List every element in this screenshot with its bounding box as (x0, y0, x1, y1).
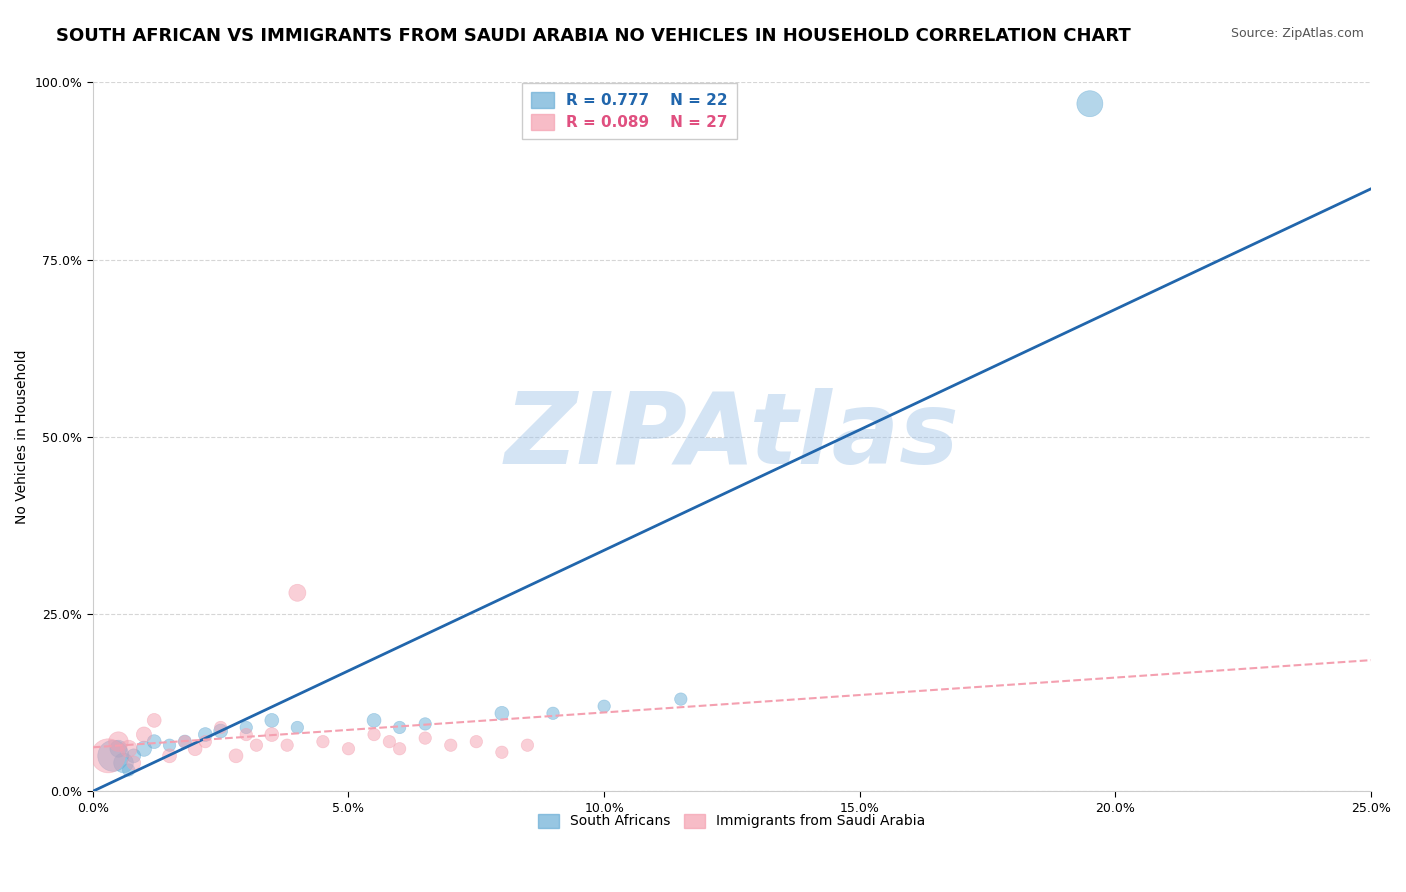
Point (143, 734, 166, 748)
Point (516, 738, 538, 752)
Point (413, 717, 436, 731)
Point (363, 727, 385, 741)
Point (132, 741, 155, 756)
Point (117, 741, 139, 756)
Point (209, 724, 232, 739)
Point (541, 706, 564, 721)
Point (388, 721, 411, 735)
Text: Source: ZipAtlas.com: Source: ZipAtlas.com (1230, 27, 1364, 40)
Point (159, 748, 181, 763)
Point (312, 734, 335, 748)
Point (363, 714, 385, 728)
Point (235, 721, 257, 735)
Y-axis label: No Vehicles in Household: No Vehicles in Household (15, 350, 30, 524)
Point (173, 734, 195, 748)
Point (159, 738, 181, 752)
Point (491, 745, 513, 759)
Point (173, 734, 195, 748)
Point (491, 706, 513, 721)
Legend: South Africans, Immigrants from Saudi Arabia: South Africans, Immigrants from Saudi Ar… (533, 808, 931, 834)
Point (209, 721, 232, 735)
Point (112, 756, 135, 770)
Point (194, 727, 217, 741)
Point (107, 741, 129, 756)
Point (276, 738, 298, 752)
Point (465, 734, 488, 748)
Point (440, 738, 463, 752)
Point (669, 692, 692, 706)
Point (143, 714, 166, 728)
Point (260, 714, 283, 728)
Point (388, 741, 411, 756)
Point (194, 734, 217, 748)
Point (413, 731, 436, 745)
Point (107, 734, 129, 748)
Point (117, 763, 139, 777)
Point (1078, 96, 1101, 111)
Point (184, 741, 207, 756)
Point (235, 727, 257, 741)
Point (285, 721, 308, 735)
Point (260, 727, 283, 741)
Text: SOUTH AFRICAN VS IMMIGRANTS FROM SAUDI ARABIA NO VEHICLES IN HOUSEHOLD CORRELATI: SOUTH AFRICAN VS IMMIGRANTS FROM SAUDI A… (56, 27, 1130, 45)
Point (285, 586, 308, 600)
Point (378, 734, 401, 748)
Point (122, 748, 145, 763)
Point (245, 738, 267, 752)
Text: ZIPAtlas: ZIPAtlas (505, 388, 959, 485)
Point (132, 727, 155, 741)
Point (337, 741, 360, 756)
Point (97, 748, 120, 763)
Point (225, 748, 247, 763)
Point (122, 756, 145, 770)
Point (103, 748, 125, 763)
Point (593, 699, 616, 714)
